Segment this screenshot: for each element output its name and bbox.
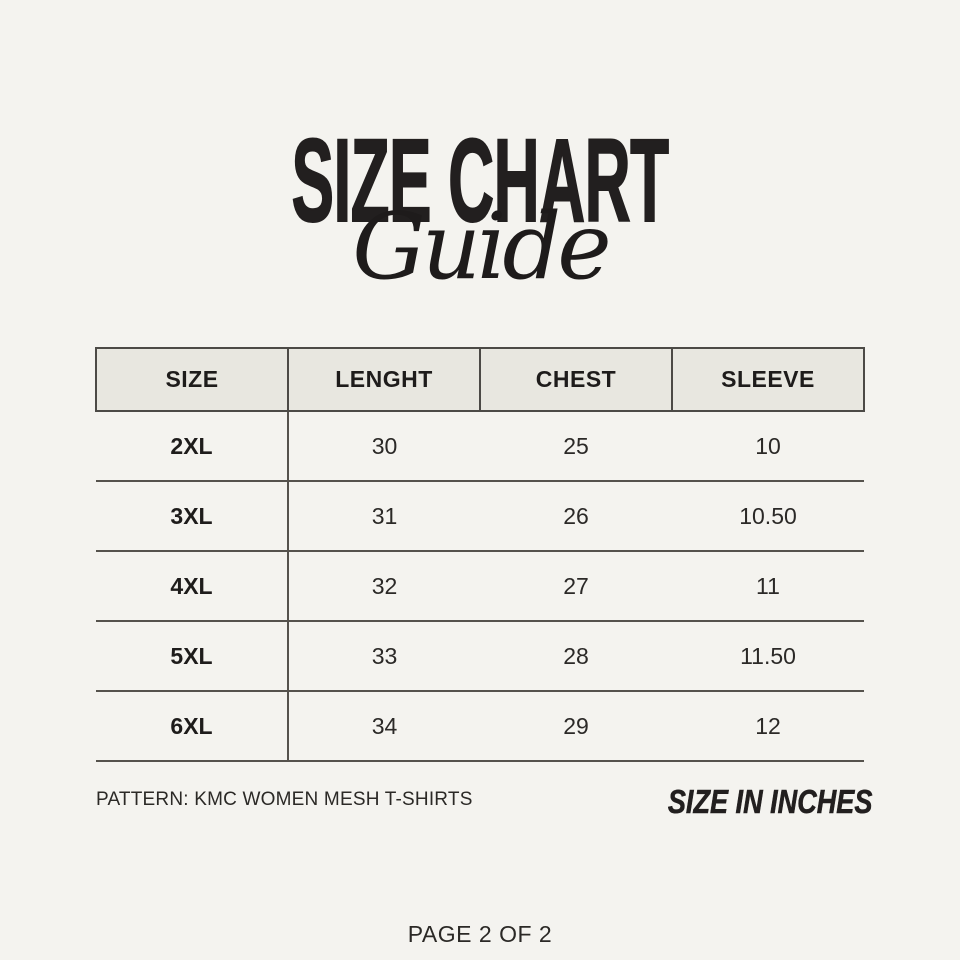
cell-size: 6XL: [96, 691, 289, 762]
cell-chest: 25: [480, 411, 672, 482]
column-header-chest: CHEST: [479, 347, 673, 412]
cell-length: 32: [288, 551, 480, 622]
cell-size: 3XL: [96, 481, 289, 552]
cell-sleeve: 12: [672, 691, 864, 762]
column-header-sleeve: SLEEVE: [671, 347, 865, 412]
cell-size: 5XL: [96, 621, 289, 692]
cell-size: 2XL: [96, 411, 289, 482]
page-title-text: SIZE CHART: [291, 115, 670, 247]
cell-sleeve: 11.50: [672, 621, 864, 692]
cell-chest: 26: [480, 481, 672, 552]
pattern-note: PATTERN: KMC WOMEN MESH T-SHIRTS: [96, 789, 473, 810]
table-row: 2XL 30 25 10: [96, 411, 864, 482]
cell-length: 33: [288, 621, 480, 692]
table-row: 4XL 32 27 11: [96, 551, 864, 622]
cell-chest: 27: [480, 551, 672, 622]
size-table-body: 2XL 30 25 10 3XL 31 26 10.50 4XL 32 27 1…: [96, 411, 864, 762]
size-table-header: SIZE LENGHT CHEST SLEEVE: [95, 347, 865, 412]
cell-size: 4XL: [96, 551, 289, 622]
cell-sleeve: 10: [672, 411, 864, 482]
cell-sleeve: 11: [672, 551, 864, 622]
page-title: SIZE CHART: [0, 115, 960, 247]
table-row: 5XL 33 28 11.50: [96, 621, 864, 692]
cell-sleeve: 10.50: [672, 481, 864, 552]
cell-length: 30: [288, 411, 480, 482]
table-row: 6XL 34 29 12: [96, 691, 864, 762]
header-row: SIZE LENGHT CHEST SLEEVE: [95, 347, 865, 412]
cell-chest: 28: [480, 621, 672, 692]
page-subtitle: Guide: [352, 193, 612, 300]
column-header-size: SIZE: [95, 347, 289, 412]
cell-length: 31: [288, 481, 480, 552]
units-note-text: SIZE IN INCHES: [667, 783, 872, 821]
size-table: SIZE LENGHT CHEST SLEEVE 2XL 30 25 10 3X…: [95, 347, 865, 762]
column-header-length: LENGHT: [287, 347, 481, 412]
cell-length: 34: [288, 691, 480, 762]
units-note: SIZE IN INCHES: [623, 783, 872, 821]
table-row: 3XL 31 26 10.50: [96, 481, 864, 552]
cell-chest: 29: [480, 691, 672, 762]
page-indicator: PAGE 2 OF 2: [407, 921, 553, 947]
